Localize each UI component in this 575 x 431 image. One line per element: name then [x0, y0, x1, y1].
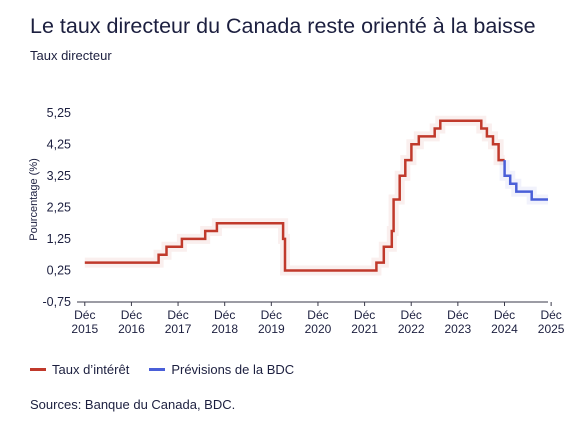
legend-swatch-interest-rate [30, 368, 46, 371]
y-tick-label: 2,25 [47, 200, 71, 214]
y-tick-label: 3,25 [47, 169, 71, 183]
x-tick-label: 2023 [445, 322, 472, 336]
x-tick-label: 2025 [538, 322, 565, 336]
x-tick-label: 2020 [305, 322, 332, 336]
y-axis-label: Pourcentage (%) [28, 158, 40, 241]
x-tick-label: 2017 [165, 322, 192, 336]
x-tick-label: 2018 [211, 322, 238, 336]
y-tick-label: -0,75 [43, 295, 72, 309]
x-tick-label: Déc [214, 308, 235, 322]
x-tick-label: 2024 [491, 322, 518, 336]
chart-title: Le taux directeur du Canada reste orient… [30, 14, 536, 38]
x-tick-label: Déc [307, 308, 328, 322]
x-tick-label: Déc [447, 308, 468, 322]
x-tick-label: 2016 [118, 322, 145, 336]
x-tick-label: 2019 [258, 322, 285, 336]
x-tick-label: Déc [494, 308, 515, 322]
y-tick-label: 1,25 [47, 232, 71, 246]
series-line-interest-rate [84, 119, 505, 272]
chart-subtitle: Taux directeur [30, 48, 112, 63]
y-tick-label: 0,25 [47, 263, 71, 277]
x-tick-label: 2021 [351, 322, 378, 336]
x-tick-label: 2015 [71, 322, 98, 336]
y-tick-label: 4,25 [47, 137, 71, 151]
x-tick-label: Déc [167, 308, 188, 322]
x-tick-label: Déc [261, 308, 282, 322]
x-tick-label: Déc [121, 308, 142, 322]
legend-item-interest-rate: Taux d’intérêt [30, 362, 129, 377]
series-line-forecast [503, 160, 548, 201]
x-tick-label: Déc [540, 308, 561, 322]
source-note: Sources: Banque du Canada, BDC. [30, 397, 236, 412]
y-tick-label: 5,25 [47, 106, 71, 120]
x-tick-label: Déc [74, 308, 95, 322]
legend-item-forecast: Prévisions de la BDC [149, 362, 294, 377]
x-tick-label: Déc [401, 308, 422, 322]
legend-label-interest-rate: Taux d’intérêt [52, 362, 130, 377]
chart-legend: Taux d’intérêt Prévisions de la BDC [30, 362, 314, 377]
legend-swatch-forecast [149, 368, 166, 371]
x-tick-label: 2022 [398, 322, 425, 336]
series-halo [84, 115, 505, 276]
x-tick-label: Déc [354, 308, 375, 322]
legend-label-forecast: Prévisions de la BDC [171, 362, 295, 377]
